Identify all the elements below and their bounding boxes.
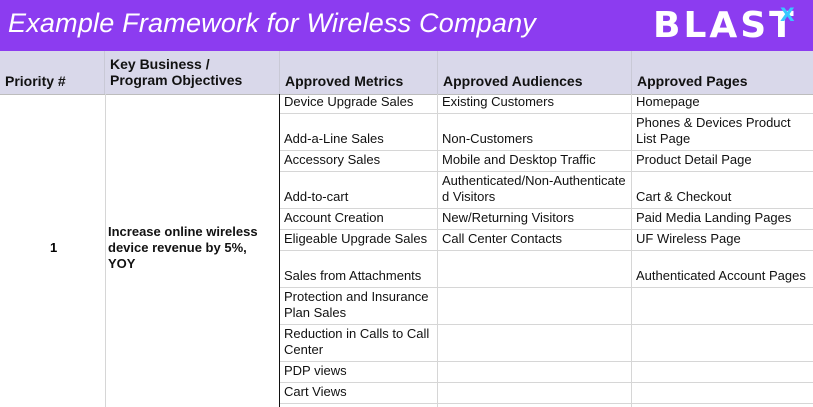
logo-accent: X (780, 4, 795, 26)
page-cell[interactable] (632, 383, 813, 404)
metric-cell[interactable]: PDP views (280, 362, 437, 383)
metric-cell[interactable]: Reduction in Calls to Call Center (280, 325, 437, 362)
header-objectives-line1: Key Business / (110, 56, 210, 72)
audience-cell[interactable] (438, 288, 631, 325)
audience-cell[interactable]: New/Returning Visitors (438, 209, 631, 230)
metric-cell[interactable]: Add-a-Line Sales (280, 114, 437, 151)
metric-cell[interactable]: Eligeable Upgrade Sales (280, 230, 437, 251)
metric-cell[interactable]: Protection and Insurance Plan Sales (280, 288, 437, 325)
header-audiences[interactable]: Approved Audiences (438, 51, 632, 94)
metric-cell[interactable]: Cart Views (280, 383, 437, 404)
blastx-logo: BLAST X (653, 4, 797, 46)
metric-cell[interactable]: Account Creation (280, 209, 437, 230)
page-cell[interactable]: UF Wireless Page (632, 230, 813, 251)
header-objectives-line2: Program Objectives (110, 72, 243, 88)
page-title: Example Framework for Wireless Company (8, 8, 536, 38)
audience-cell[interactable] (438, 251, 631, 288)
page-cell[interactable]: Authenticated Account Pages (632, 251, 813, 288)
page-cell[interactable]: Homepage (632, 94, 813, 114)
column-divider (279, 94, 280, 407)
page-cell[interactable]: Cart & Checkout (632, 172, 813, 209)
header-metrics[interactable]: Approved Metrics (280, 51, 438, 94)
audience-cell[interactable]: Existing Customers (438, 94, 631, 114)
metric-cell[interactable]: Accessory Sales (280, 151, 437, 172)
audience-cell[interactable] (438, 325, 631, 362)
objective-cell[interactable]: Increase online wireless device revenue … (108, 224, 258, 271)
header-priority[interactable]: Priority # (0, 51, 105, 94)
page-cell[interactable]: Paid Media Landing Pages (632, 209, 813, 230)
audience-cell[interactable] (438, 383, 631, 404)
page-cell[interactable] (632, 362, 813, 383)
page-cell[interactable]: Phones & Devices Product List Page (632, 114, 813, 151)
priority-cell[interactable]: 1 (0, 94, 105, 407)
column-divider (105, 94, 106, 407)
audience-cell[interactable] (438, 362, 631, 383)
logo-wordmark: BLAST (653, 5, 797, 46)
header-pages[interactable]: Approved Pages (637, 73, 748, 89)
table-header-row: Priority # Key Business / Program Object… (0, 51, 813, 95)
audience-cell[interactable]: Authenticated/Non-Authenticated Visitors (438, 172, 631, 209)
page-cell[interactable] (632, 288, 813, 325)
metric-cell[interactable]: Device Upgrade Sales (280, 94, 437, 114)
audience-cell[interactable]: Non-Customers (438, 114, 631, 151)
metric-cell[interactable]: Add-to-cart (280, 172, 437, 209)
title-banner: Example Framework for Wireless Company B… (0, 0, 813, 51)
audience-cell[interactable]: Call Center Contacts (438, 230, 631, 251)
column-divider (631, 94, 632, 407)
column-divider (437, 94, 438, 407)
page-cell[interactable]: Product Detail Page (632, 151, 813, 172)
metric-cell[interactable]: Sales from Attachments (280, 251, 437, 288)
page-cell[interactable] (632, 325, 813, 362)
audience-cell[interactable]: Mobile and Desktop Traffic (438, 151, 631, 172)
header-objectives[interactable]: Key Business / Program Objectives (105, 51, 280, 94)
priority-value: 1 (50, 240, 58, 255)
